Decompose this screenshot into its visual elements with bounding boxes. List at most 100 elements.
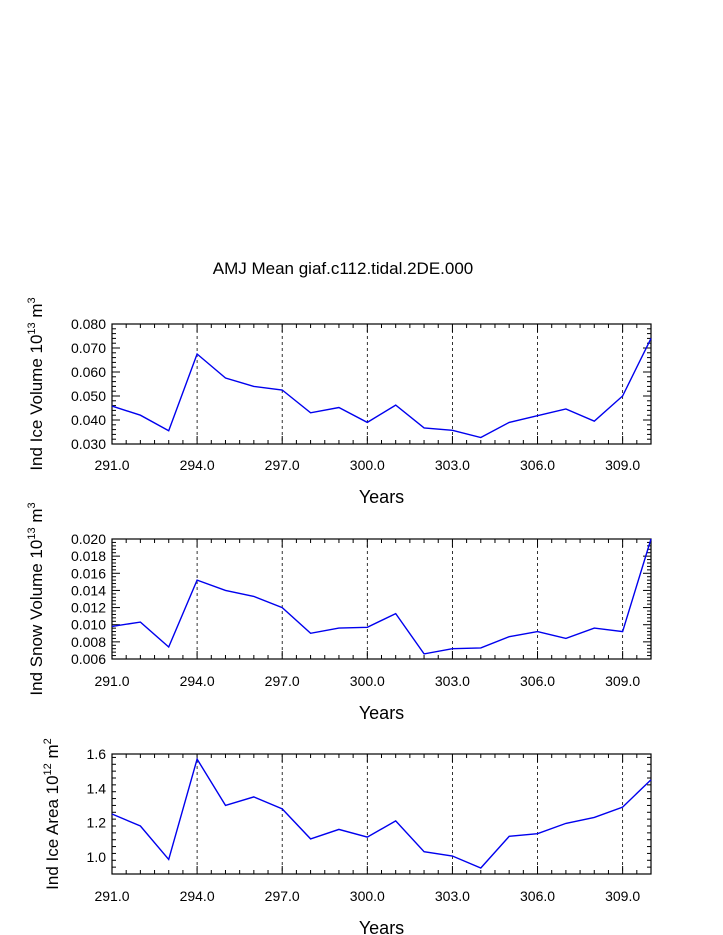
data-point bbox=[196, 758, 198, 760]
data-point bbox=[451, 855, 453, 857]
data-point bbox=[621, 806, 623, 808]
data-point bbox=[281, 606, 283, 608]
data-point bbox=[423, 653, 425, 655]
data-point bbox=[366, 836, 368, 838]
data-point bbox=[309, 412, 311, 414]
y-tick-label: 1.4 bbox=[87, 780, 107, 796]
data-point bbox=[650, 779, 652, 781]
data-point bbox=[281, 808, 283, 810]
data-point bbox=[338, 828, 340, 830]
data-point bbox=[196, 579, 198, 581]
data-point bbox=[565, 408, 567, 410]
y-tick-label: 0.020 bbox=[71, 531, 106, 547]
data-point bbox=[480, 436, 482, 438]
data-point bbox=[168, 646, 170, 648]
plot-frame bbox=[111, 538, 652, 660]
x-tick-label: 297.0 bbox=[265, 673, 300, 689]
data-point bbox=[253, 385, 255, 387]
data-point bbox=[139, 414, 141, 416]
data-point bbox=[650, 538, 652, 540]
data-point bbox=[253, 595, 255, 597]
x-tick-label: 297.0 bbox=[265, 888, 300, 904]
x-tick-label: 294.0 bbox=[180, 673, 215, 689]
y-tick-label: 0.014 bbox=[71, 582, 106, 598]
panel-1: 0.030 0.040 0.050 0.060 0.070 0.080 291.0 294.0… bbox=[26, 297, 652, 507]
data-point bbox=[451, 429, 453, 431]
data-point bbox=[423, 851, 425, 853]
x-tick-label: 294.0 bbox=[180, 888, 215, 904]
data-point bbox=[281, 389, 283, 391]
data-point bbox=[480, 867, 482, 869]
data-point bbox=[139, 621, 141, 623]
data-point bbox=[508, 636, 510, 638]
x-tick-label: 306.0 bbox=[520, 888, 555, 904]
x-axis-label: Years bbox=[359, 703, 404, 723]
data-point bbox=[508, 421, 510, 423]
data-series-line bbox=[111, 757, 652, 869]
data-point bbox=[394, 612, 396, 614]
data-point bbox=[593, 420, 595, 422]
x-tick-label: 300.0 bbox=[350, 673, 385, 689]
y-tick-label: 0.010 bbox=[71, 617, 106, 633]
data-point bbox=[480, 647, 482, 649]
x-tick-label: 297.0 bbox=[265, 457, 300, 473]
data-point bbox=[508, 835, 510, 837]
y-tick-label: 0.070 bbox=[71, 340, 106, 356]
data-point bbox=[111, 405, 113, 407]
data-point bbox=[451, 648, 453, 650]
plot-frame bbox=[111, 323, 652, 445]
data-series-line bbox=[111, 538, 652, 655]
data-point bbox=[168, 858, 170, 860]
y-tick-label: 1.6 bbox=[87, 746, 107, 762]
x-tick-label: 306.0 bbox=[520, 673, 555, 689]
data-point bbox=[536, 630, 538, 632]
x-tick-label: 309.0 bbox=[605, 888, 640, 904]
y-tick-label: 1.2 bbox=[87, 815, 107, 831]
data-point bbox=[394, 404, 396, 406]
x-tick-label: 303.0 bbox=[435, 457, 470, 473]
data-point bbox=[168, 430, 170, 432]
y-tick-label: 1.0 bbox=[87, 849, 107, 865]
data-point bbox=[423, 427, 425, 429]
x-tick-label: 309.0 bbox=[605, 457, 640, 473]
y-tick-label: 0.080 bbox=[71, 316, 106, 332]
x-tick-label: 303.0 bbox=[435, 888, 470, 904]
data-point bbox=[621, 395, 623, 397]
data-point bbox=[536, 414, 538, 416]
y-tick-label: 0.050 bbox=[71, 388, 106, 404]
y-tick-label: 0.040 bbox=[71, 412, 106, 428]
data-point bbox=[224, 804, 226, 806]
data-point bbox=[565, 822, 567, 824]
y-tick-label: 0.018 bbox=[71, 548, 106, 564]
data-point bbox=[196, 353, 198, 355]
x-tick-label: 291.0 bbox=[94, 457, 129, 473]
y-tick-label: 0.006 bbox=[71, 651, 106, 667]
data-point bbox=[224, 377, 226, 379]
x-tick-label: 291.0 bbox=[94, 673, 129, 689]
data-point bbox=[366, 421, 368, 423]
x-tick-label: 309.0 bbox=[605, 673, 640, 689]
data-point bbox=[593, 816, 595, 818]
x-tick-label: 306.0 bbox=[520, 457, 555, 473]
data-point bbox=[536, 833, 538, 835]
data-point bbox=[111, 625, 113, 627]
y-tick-label: 0.016 bbox=[71, 565, 106, 581]
data-point bbox=[366, 626, 368, 628]
x-tick-label: 303.0 bbox=[435, 673, 470, 689]
data-point bbox=[650, 337, 652, 339]
y-tick-label: 0.008 bbox=[71, 634, 106, 650]
panels-container: 0.030 0.040 0.050 0.060 0.070 0.080 291.0 294.0… bbox=[26, 297, 652, 935]
x-tick-label: 291.0 bbox=[94, 888, 129, 904]
panel-3: 1.0 1.2 1.4 1.6 291.0 294.0 297.0 300.0 303.0 306… bbox=[42, 738, 652, 935]
y-tick-label: 0.030 bbox=[71, 436, 106, 452]
data-point bbox=[139, 825, 141, 827]
data-point bbox=[253, 796, 255, 798]
data-point bbox=[593, 627, 595, 629]
data-point bbox=[309, 632, 311, 634]
x-axis-label: Years bbox=[359, 918, 404, 935]
x-tick-label: 300.0 bbox=[350, 457, 385, 473]
x-tick-label: 294.0 bbox=[180, 457, 215, 473]
y-axis-label: Ind Ice Volume 1013 m3 bbox=[26, 297, 46, 470]
